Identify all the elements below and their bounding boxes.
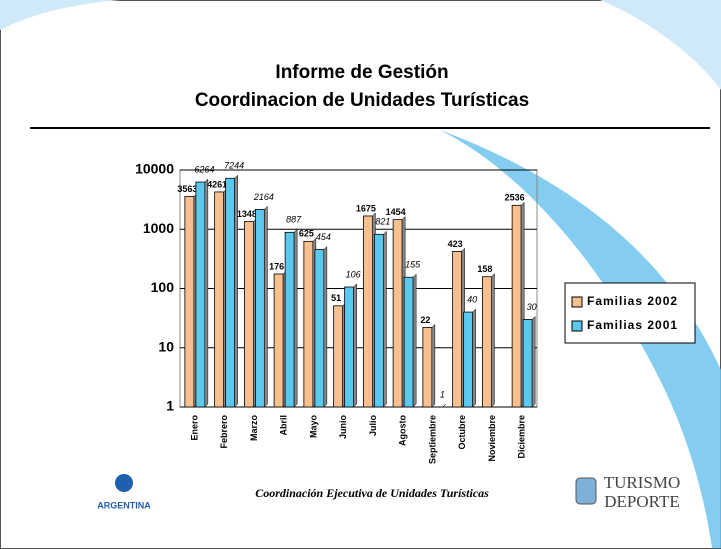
bar: [463, 311, 474, 408]
x-tick-label: Diciembre: [517, 415, 527, 459]
value-label: 625: [299, 229, 314, 239]
value-label: 158: [477, 264, 492, 274]
y-tick-label: 10: [158, 338, 174, 354]
bar-side: [383, 230, 387, 408]
value-label: 1675: [356, 203, 376, 213]
bar: [214, 191, 225, 408]
value-label: 423: [448, 239, 463, 249]
bar-side: [204, 178, 209, 408]
bar: [225, 177, 236, 408]
value-label: 155: [405, 260, 421, 270]
bar: [392, 219, 403, 408]
value-label: 106: [346, 269, 361, 279]
logo-text: ARGENTINA: [97, 500, 151, 510]
value-label: 454: [316, 232, 331, 242]
bar: [481, 276, 492, 408]
legend-swatch: [571, 296, 583, 308]
value-label: 6264: [194, 164, 214, 174]
x-tick-label: Noviembre: [487, 415, 497, 462]
legend-swatch: [571, 320, 583, 332]
y-tick-label: 1: [166, 398, 174, 414]
value-label: 4261: [207, 179, 227, 189]
bar-side: [491, 273, 495, 408]
y-tick-label: 100: [151, 279, 175, 295]
bar-side: [412, 273, 417, 408]
bar: [373, 233, 384, 408]
logo-text: DEPORTE: [604, 492, 679, 511]
value-label: 176: [269, 261, 284, 271]
x-tick-label: Febrero: [219, 415, 229, 449]
value-label: 2536: [505, 193, 525, 203]
bar: [314, 249, 325, 408]
bar: [254, 208, 265, 408]
bar-side: [234, 174, 238, 408]
x-tick-label: Julio: [368, 415, 378, 437]
bar-side: [353, 283, 357, 408]
bar: [344, 286, 355, 408]
bar: [303, 240, 314, 408]
y-tick-label: 10000: [135, 161, 174, 177]
value-label: 22: [420, 315, 430, 325]
value-label: 821: [375, 217, 390, 227]
bar: [333, 305, 344, 408]
bar: [195, 181, 206, 408]
bar-side: [264, 205, 268, 408]
x-tick-label: Mayo: [308, 415, 318, 439]
legend-label: Familias 2001: [587, 318, 678, 332]
x-tick-label: Abril: [279, 415, 289, 436]
footer: Coordinación Ejecutiva de Unidades Turís…: [255, 486, 489, 500]
value-label: 7244: [224, 161, 244, 171]
value-label: 40: [467, 294, 477, 304]
value-label: 1454: [386, 207, 406, 217]
value-label: 51: [331, 293, 341, 303]
y-tick-label: 1000: [143, 220, 174, 236]
legend-box: [564, 282, 696, 344]
logo-globe: [115, 474, 133, 492]
value-label: 887: [286, 215, 302, 225]
bar: [452, 250, 463, 408]
bar-side: [323, 245, 328, 408]
bar: [284, 231, 295, 408]
logo-shield: [575, 477, 597, 505]
x-tick-label: Junio: [338, 414, 348, 439]
x-tick-label: Septiembre: [427, 415, 437, 464]
bar: [273, 273, 284, 408]
bar-side: [293, 228, 298, 408]
bar: [522, 319, 533, 408]
value-label: 2164: [253, 192, 274, 202]
swoosh-corner: [0, 0, 120, 30]
logo-text: TURISMO: [604, 473, 681, 492]
bar: [362, 215, 373, 408]
title-line: Informe de Gestión: [275, 62, 448, 83]
bar: [403, 276, 414, 408]
swoosh-top: [600, 0, 721, 90]
legend-label: Familias 2002: [587, 294, 678, 308]
bar: [243, 221, 254, 408]
title-line: Coordinacion de Unidades Turísticas: [195, 90, 529, 111]
value-label: 30: [527, 302, 537, 312]
bar-side: [442, 403, 447, 408]
value-label: 1348: [237, 209, 257, 219]
bar-side: [472, 308, 476, 408]
bar: [184, 196, 195, 408]
bar-side: [431, 323, 436, 408]
x-tick-label: Agosto: [398, 415, 408, 446]
bar-side: [531, 315, 536, 408]
bar: [422, 327, 433, 408]
x-tick-label: Enero: [189, 415, 199, 441]
value-label: 1: [440, 389, 445, 399]
x-tick-label: Marzo: [249, 415, 259, 442]
x-tick-label: Octubre: [457, 415, 467, 450]
bar: [511, 204, 522, 408]
value-label: 3563: [177, 184, 197, 194]
